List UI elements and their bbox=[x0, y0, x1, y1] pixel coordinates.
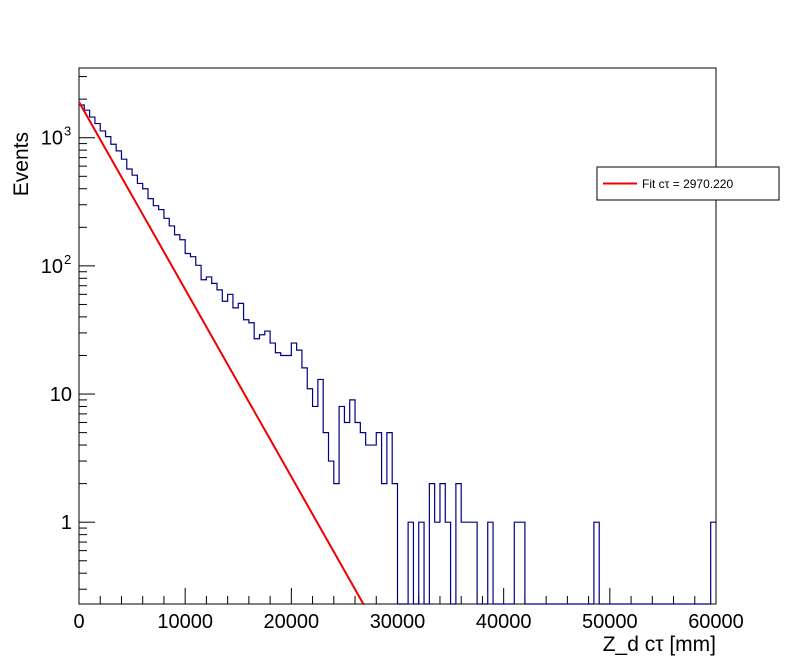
x-axis-title: Z_d cτ [mm] bbox=[603, 633, 716, 656]
legend: Fit cτ = 2970.220 bbox=[596, 166, 780, 201]
x-tick-label: 20000 bbox=[264, 611, 320, 633]
x-tick-label: 0 bbox=[73, 611, 84, 633]
y-tick-label: 10 bbox=[50, 384, 72, 406]
y-tick-label-base: 10 bbox=[41, 256, 63, 278]
y-tick-label-base: 10 bbox=[50, 384, 72, 406]
x-tick-label: 60000 bbox=[688, 611, 744, 633]
x-tick-label: 50000 bbox=[582, 611, 638, 633]
y-tick-label-base: 10 bbox=[41, 128, 63, 150]
x-tick-label: 10000 bbox=[157, 611, 213, 633]
y-tick-label-exponent: 3 bbox=[64, 124, 71, 139]
x-tick-label: 30000 bbox=[370, 611, 426, 633]
y-tick-label-base: 1 bbox=[61, 512, 72, 534]
x-axis-ticks: 0 10000 20000 30000 40000 50000 60000 bbox=[73, 588, 744, 633]
y-tick-label: 1 bbox=[61, 512, 72, 534]
y-tick-label: 10 bbox=[41, 256, 63, 278]
y-tick-label-exponent: 2 bbox=[64, 252, 71, 267]
legend-entry-fit: Fit cτ = 2970.220 bbox=[642, 177, 733, 191]
y-tick-label: 10 bbox=[41, 128, 63, 150]
y-axis-title: Events bbox=[10, 132, 33, 196]
x-tick-label: 40000 bbox=[476, 611, 532, 633]
fit-curve bbox=[78, 101, 365, 605]
histogram-line bbox=[79, 104, 716, 605]
